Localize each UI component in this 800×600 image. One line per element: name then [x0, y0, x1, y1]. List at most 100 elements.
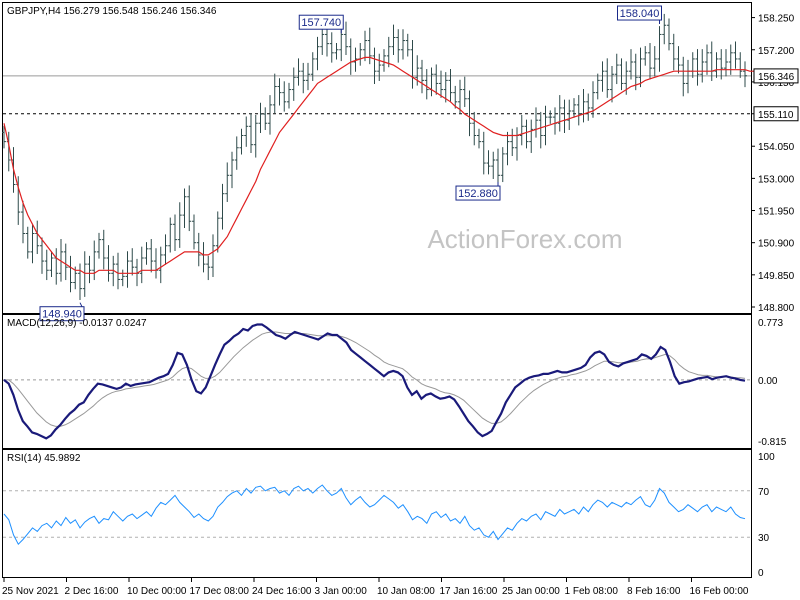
- macd-y-tick-label: 0.773: [758, 318, 783, 329]
- price-bar: [543, 105, 548, 146]
- price-bar: [244, 116, 249, 147]
- price-bar: [676, 46, 681, 74]
- price-bar: [576, 95, 581, 126]
- price-bar: [491, 151, 496, 179]
- price-bar: [149, 239, 154, 273]
- price-annotation: 158.040: [617, 5, 662, 25]
- price-bar: [120, 269, 125, 287]
- price-bar: [391, 24, 396, 55]
- y-tick-label: 150.900: [758, 239, 795, 250]
- price-bar: [524, 119, 529, 149]
- price-bar: [158, 246, 163, 284]
- price-bar: [168, 217, 173, 253]
- price-bar: [78, 263, 82, 300]
- price-bar: [325, 26, 329, 57]
- rsi-value-line: [3, 484, 746, 546]
- price-bar: [505, 131, 510, 166]
- price-bar: [63, 243, 68, 281]
- price-bar: [287, 82, 291, 109]
- price-bar: [363, 30, 367, 62]
- price-bar: [614, 53, 619, 85]
- price-bar: [714, 52, 719, 78]
- price-bar: [610, 65, 614, 103]
- x-tick-label: 25 Jan 00:00: [502, 586, 560, 597]
- price-bar: [486, 150, 491, 175]
- y-tick-label: 151.950: [758, 207, 795, 218]
- price-annotations: 148.940 157.740 152.880 158.040: [39, 5, 662, 322]
- price-bar: [234, 136, 239, 170]
- price-bar: [652, 46, 657, 77]
- rsi-y-tick-label: 0: [758, 568, 764, 579]
- x-tick-label: 24 Dec 16:00: [252, 586, 312, 597]
- price-bar: [591, 81, 595, 118]
- moving-average-line: [3, 56, 755, 274]
- y-tick-label: 158.250: [758, 14, 795, 25]
- price-bar: [705, 44, 709, 75]
- support-badge: 155.110: [753, 106, 799, 122]
- price-bar: [424, 69, 429, 100]
- annotation-label: 158.040: [620, 8, 660, 20]
- price-bar: [2, 125, 6, 149]
- price-bar: [567, 99, 572, 130]
- price-bar: [177, 202, 182, 248]
- price-bar: [529, 119, 534, 153]
- price-bar: [215, 211, 220, 253]
- x-tick-label: 17 Jan 16:00: [440, 586, 498, 597]
- price-panel-frame: [2, 2, 752, 314]
- price-bar: [25, 226, 30, 259]
- macd-signal-line: [4, 331, 746, 427]
- price-bar: [743, 61, 747, 88]
- x-axis: 25 Nov 2021 2 Dec 16:00 10 Dec 00:00 17 Dec…: [2, 578, 749, 597]
- price-bar: [648, 43, 652, 80]
- price-bar: [49, 251, 54, 277]
- annotation-label: 152.880: [458, 188, 498, 200]
- price-bar: [700, 49, 705, 83]
- price-bar: [329, 32, 334, 63]
- price-bar: [548, 110, 553, 124]
- rsi-line: [3, 484, 746, 546]
- price-bar: [600, 61, 605, 92]
- price-bar: [282, 81, 287, 112]
- price-panel-title: GBPJPY,H4 156.279 156.548 156.246 156.34…: [7, 6, 217, 17]
- x-tick-label: 17 Dec 08:00: [190, 586, 250, 597]
- price-bar: [139, 246, 144, 284]
- price-bar: [296, 58, 301, 86]
- price-bar: [277, 78, 282, 106]
- price-bar: [448, 69, 453, 103]
- x-tick-label: 10 Dec 00:00: [127, 586, 187, 597]
- price-bar: [268, 95, 272, 135]
- price-bar: [386, 36, 391, 68]
- y-tick-label: 148.800: [758, 303, 795, 314]
- price-bar: [192, 214, 196, 250]
- rsi-reference-levels: [3, 490, 751, 538]
- y-tick-label: 157.200: [758, 46, 795, 57]
- price-bar: [111, 255, 116, 287]
- price-bar: [182, 188, 187, 228]
- price-bar: [557, 95, 562, 132]
- price-bar: [40, 237, 44, 274]
- macd-main-line: [3, 323, 746, 440]
- price-bar: [220, 183, 225, 230]
- x-tick-label: 8 Feb 16:00: [627, 586, 681, 597]
- price-bar: [272, 73, 277, 114]
- price-bar: [253, 114, 258, 158]
- price-bar: [453, 85, 458, 109]
- price-bar: [510, 128, 515, 157]
- price-bar: [629, 49, 633, 80]
- price-y-axis: 158.250 157.200 156.150 155.110 154.050 153.0…: [751, 14, 799, 314]
- price-bar: [519, 114, 524, 146]
- price-bar: [477, 128, 481, 149]
- x-tick-label: 2 Dec 16:00: [65, 586, 119, 597]
- price-bar: [657, 26, 662, 72]
- price-bar: [206, 255, 211, 281]
- price-bar: [44, 249, 49, 281]
- price-bar: [538, 111, 543, 149]
- rsi-y-tick-label: 70: [758, 487, 770, 498]
- price-annotation: 148.940: [39, 302, 85, 322]
- rsi-y-tick-label: 100: [758, 452, 775, 463]
- price-bar: [367, 27, 372, 65]
- price-bar: [681, 56, 686, 97]
- price-bar: [225, 162, 230, 202]
- price-bar: [638, 47, 643, 88]
- rsi-y-tick-label: 30: [758, 533, 770, 544]
